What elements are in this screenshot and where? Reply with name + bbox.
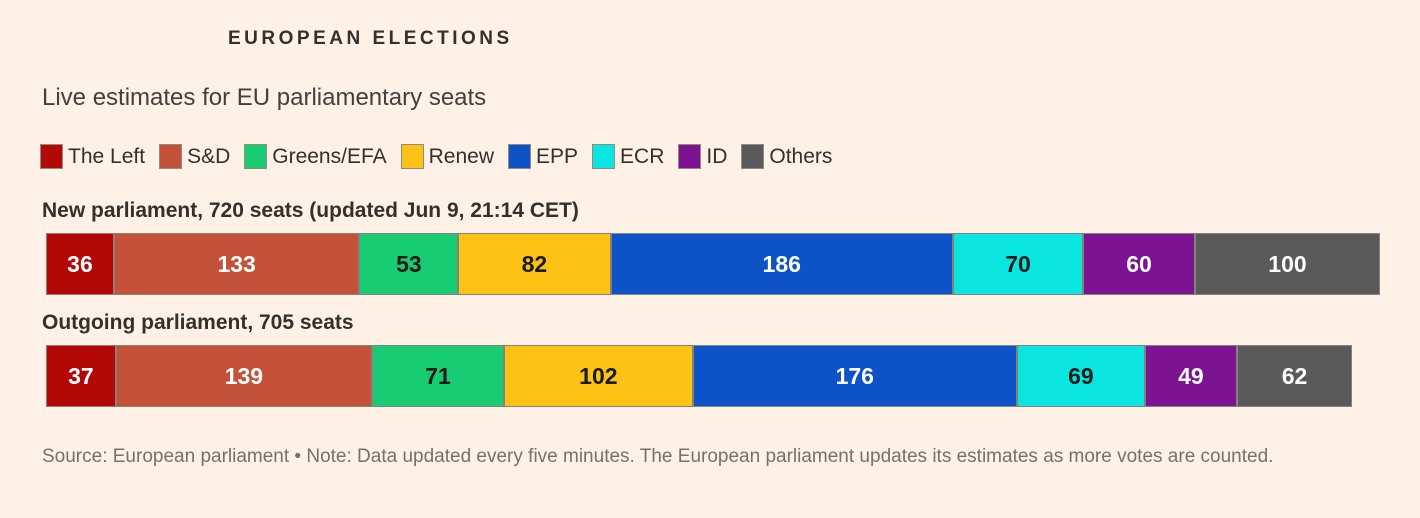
legend-label-the-left: The Left — [68, 144, 146, 168]
legend-swatch-id — [678, 144, 702, 169]
legend-item-others: Others — [741, 144, 832, 169]
source-note: Source: European parliament • Note: Data… — [42, 446, 1274, 467]
chart-title: Live estimates for EU parliamentary seat… — [42, 84, 487, 111]
legend: The Left S&D Greens/EFA Renew EPP ECR ID Others — [40, 144, 1420, 169]
legend-item-the-left: The Left — [40, 144, 145, 169]
bar-segment-id: 60 — [1083, 233, 1195, 295]
bar-segment-s-d: 133 — [113, 233, 360, 295]
bar-segment-renew: 82 — [458, 233, 611, 295]
legend-swatch-ecr — [592, 144, 616, 169]
legend-label-s-d: S&D — [187, 144, 231, 168]
legend-swatch-renew — [400, 144, 424, 169]
legend-item-s-d: S&D — [159, 144, 230, 169]
bar-segment-others: 62 — [1236, 345, 1353, 407]
bar-new-parliament: 36 133 53 82 186 70 60 100 — [46, 233, 1381, 295]
legend-item-ecr: ECR — [592, 144, 664, 169]
legend-item-renew: Renew — [400, 144, 495, 169]
bar-segment-greens-efa: 71 — [372, 345, 505, 407]
bar-segment-id: 49 — [1145, 345, 1237, 407]
legend-swatch-others — [741, 144, 765, 169]
bar-segment-epp: 176 — [692, 345, 1017, 407]
legend-swatch-epp — [508, 144, 532, 169]
bar-segment-ecr: 70 — [952, 233, 1084, 295]
legend-label-greens-efa: Greens/EFA — [272, 144, 387, 168]
legend-label-id: ID — [706, 144, 728, 168]
legend-swatch-the-left — [40, 144, 63, 169]
legend-swatch-s-d — [159, 144, 183, 169]
bar-segment-the-left: 36 — [46, 233, 114, 295]
bar-segment-ecr: 69 — [1016, 345, 1146, 407]
legend-label-renew: Renew — [428, 144, 495, 168]
bar-segment-the-left: 37 — [46, 345, 116, 407]
bar-outgoing-parliament: 37 139 71 102 176 69 49 62 — [46, 345, 1353, 407]
bar-segment-s-d: 139 — [115, 345, 373, 407]
legend-label-others: Others — [769, 144, 833, 168]
bar-segment-renew: 102 — [504, 345, 693, 407]
bar-heading-new-parliament: New parliament, 720 seats (updated Jun 9… — [42, 199, 579, 222]
legend-item-greens-efa: Greens/EFA — [244, 144, 387, 169]
legend-item-id: ID — [678, 144, 727, 169]
legend-item-epp: EPP — [508, 144, 578, 169]
kicker: EUROPEAN ELECTIONS — [228, 28, 513, 49]
legend-label-epp: EPP — [536, 144, 579, 168]
bar-heading-outgoing-parliament: Outgoing parliament, 705 seats — [42, 311, 354, 334]
bar-segment-greens-efa: 53 — [359, 233, 459, 295]
bar-segment-epp: 186 — [610, 233, 953, 295]
bar-segment-others: 100 — [1194, 233, 1381, 295]
chart-page: EUROPEAN ELECTIONS Live estimates for EU… — [0, 28, 1420, 468]
bars-area: New parliament, 720 seats (updated Jun 9… — [0, 199, 1420, 407]
legend-swatch-greens-efa — [244, 144, 268, 169]
legend-label-ecr: ECR — [620, 144, 665, 168]
